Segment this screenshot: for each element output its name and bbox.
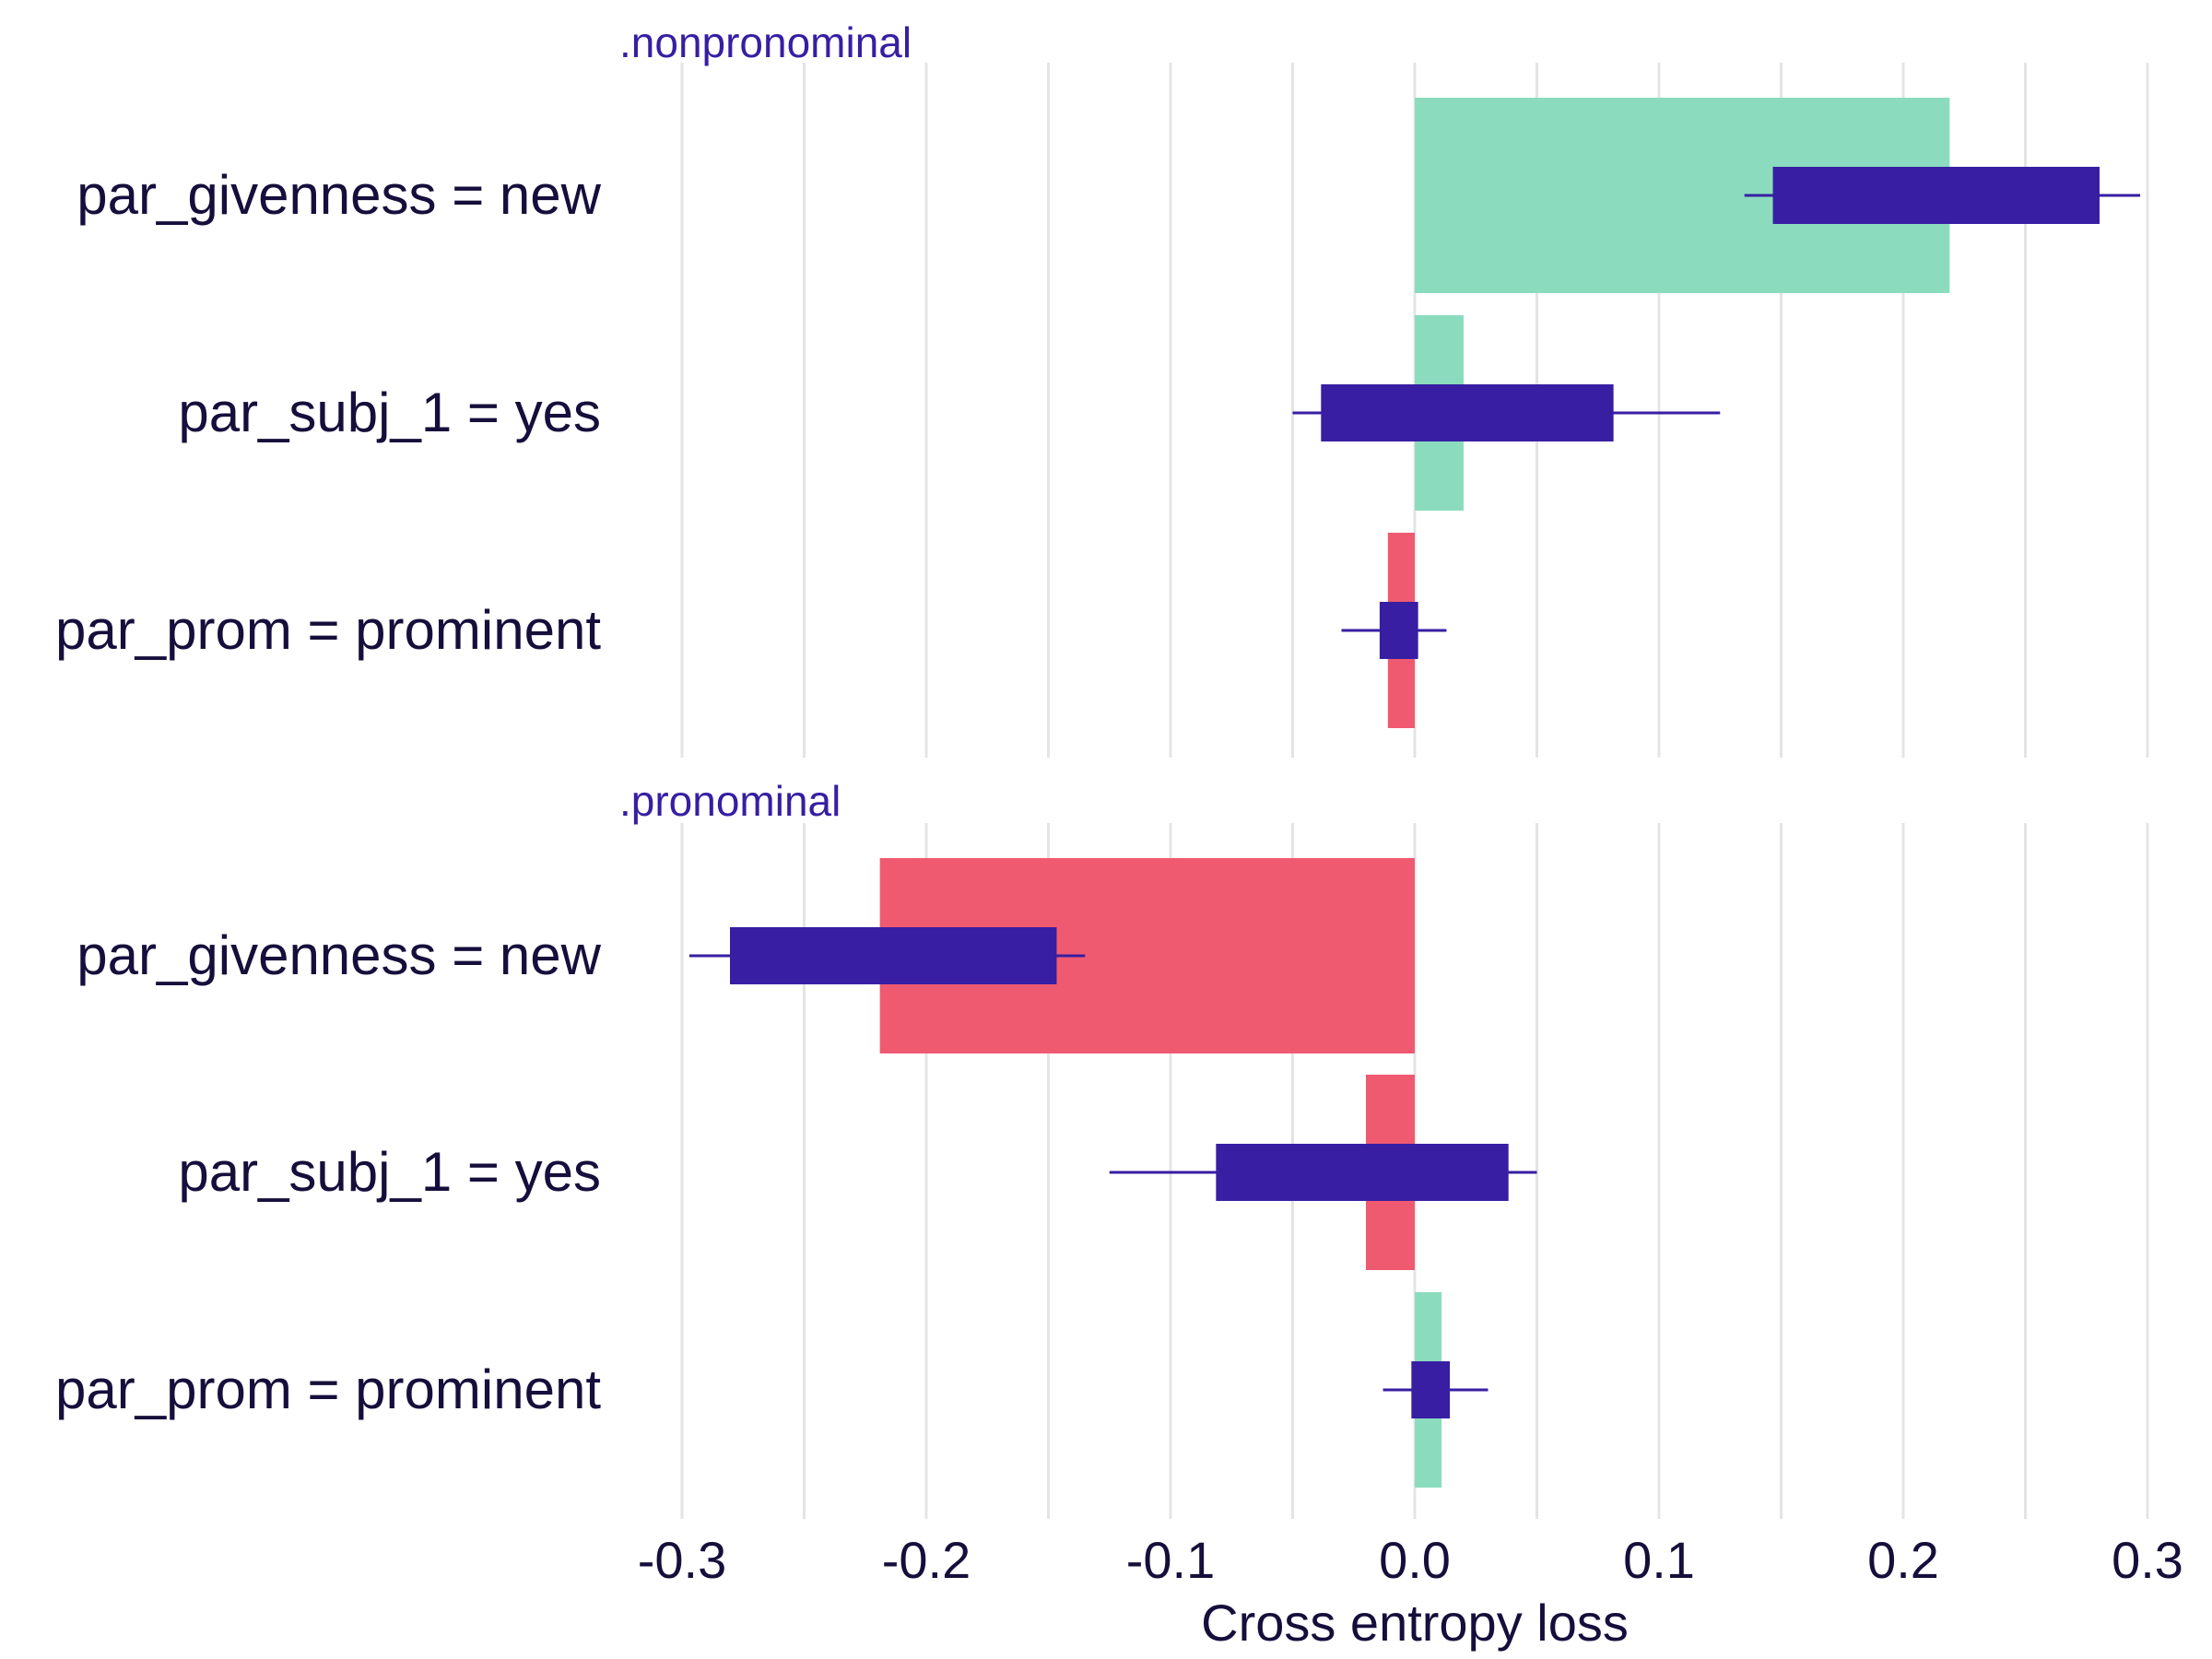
facet-title: .pronominal [619, 777, 841, 825]
x-axis-title: Cross entropy loss [1201, 1594, 1629, 1652]
category-label: par_prom = prominent [55, 599, 601, 661]
facet-panel: .pronominal par_givenness = new par_subj_1… [55, 777, 1537, 1488]
category-label: par_subj_1 = yes [178, 382, 601, 443]
x-tick-label: 0.0 [1379, 1531, 1451, 1589]
boxplot-box [730, 927, 1057, 984]
category-label: par_givenness = new [76, 924, 601, 986]
x-tick-label: -0.2 [882, 1531, 971, 1589]
category-label: par_prom = prominent [55, 1359, 601, 1420]
x-tick-label: -0.3 [638, 1531, 727, 1589]
x-axis: -0.3 -0.2 -0.1 0.0 0.1 0.2 0.3 [638, 1531, 2183, 1589]
category-label: par_subj_1 = yes [178, 1141, 601, 1203]
x-tick-label: 0.1 [1623, 1531, 1695, 1589]
boxplot-box [1321, 384, 1614, 441]
x-tick-label: 0.3 [2112, 1531, 2183, 1589]
x-tick-label: 0.2 [1867, 1531, 1939, 1589]
facet-panel: .nonpronominal par_givenness = new par_sub… [55, 18, 2141, 728]
x-tick-label: -0.1 [1126, 1531, 1216, 1589]
boxplot-box [1216, 1144, 1509, 1201]
boxplot-box [1411, 1361, 1451, 1418]
boxplot-box [1772, 167, 2100, 224]
boxplot-box [1379, 602, 1418, 659]
category-label: par_givenness = new [76, 164, 601, 226]
facets: .nonpronominal par_givenness = new par_sub… [55, 18, 2141, 1488]
facet-title: .nonpronominal [619, 18, 912, 66]
